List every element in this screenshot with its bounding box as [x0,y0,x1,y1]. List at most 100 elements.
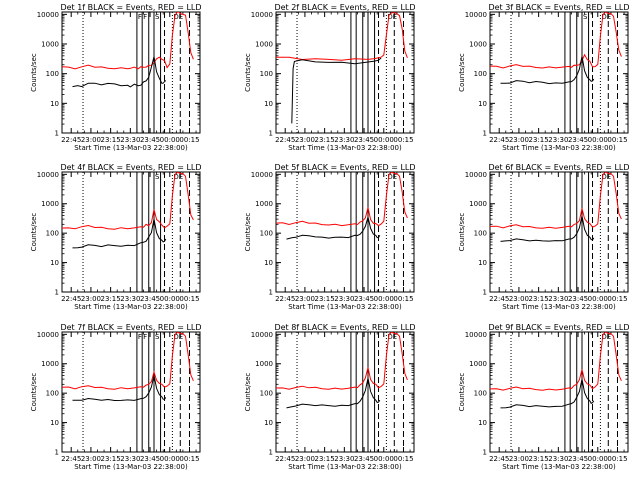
y-tick-label: 100 [46,70,59,78]
x-tick-label: 00:15 [607,136,627,144]
x-tick-label: 23:30 [334,295,354,303]
y-tick-label: 10000 [465,11,487,19]
x-tick-label: 23:15 [315,295,335,303]
y-tick-label: 100 [474,230,487,238]
chart-title: Det 5f BLACK = Events, RED = LLD [274,163,415,172]
series-line-lld [62,172,194,230]
chart-panel-9: Det 9f BLACK = Events, RED = LLD 1 10 100 10… [458,323,630,471]
x-tick-label: 22:45 [275,455,295,463]
series-line-events [286,378,381,409]
x-tick-label: 23:00 [295,455,315,463]
series-line-lld [276,12,408,61]
marker-lines [82,12,190,133]
y-tick-label: 1000 [41,41,59,49]
y-tick-label: 1000 [255,360,273,368]
x-tick-label: 23:15 [101,295,121,303]
x-tick-label: 23:45 [140,455,160,463]
marker-letter: E [393,13,397,21]
x-axis-label: Start Time (13-Mar-03 22:38:00) [502,144,616,152]
marker-letter: E [393,333,397,341]
y-tick-label: 10 [478,100,487,108]
plot-frame [489,171,629,293]
x-tick-label: 23:30 [548,455,568,463]
chart-panel-3: Det 3f BLACK = Events, RED = LLD 1 10 100 10… [458,3,630,152]
marker-lines [296,172,404,292]
x-tick-label: 23:15 [101,136,121,144]
series-group [490,12,622,85]
y-tick-label: 1 [483,130,487,138]
plot-frame [61,11,201,134]
chart-panel-7: Det 7f BLACK = Events, RED = LLD 1 10 100 10… [30,323,202,471]
x-tick-label: 22:45 [275,136,295,144]
y-tick-label: 10 [264,419,273,427]
x-tick-label: 23:15 [529,455,549,463]
y-tick-label: 1 [269,130,273,138]
series-line-lld [490,172,622,229]
plot-frame [275,331,415,453]
marker-lines [82,332,190,452]
x-tick-label: 23:45 [568,295,588,303]
x-tick-label: 00:00 [160,455,180,463]
series-line-events [72,56,167,88]
marker-letter: D [173,13,178,21]
chart-title: Det 6f BLACK = Events, RED = LLD [488,163,629,172]
y-axis-label: Counts/sec [458,53,466,92]
marker-lines [510,12,618,133]
marker-letter: D [387,13,392,21]
series-group [62,172,194,249]
y-tick-label: 1 [269,449,273,457]
y-axis-label: Counts/sec [30,53,38,92]
plot-frame [275,11,415,134]
x-tick-label: 00:15 [607,455,627,463]
x-tick-label: 23:45 [354,136,374,144]
x-tick-label: 00:15 [393,136,413,144]
y-tick-label: 1 [55,289,59,297]
y-tick-label: 10000 [37,171,59,179]
x-tick-label: 22:45 [61,136,81,144]
x-tick-label: 23:45 [568,455,588,463]
y-tick-label: 1000 [41,360,59,368]
y-tick-label: 100 [474,390,487,398]
y-tick-label: 10 [264,100,273,108]
y-tick-label: 10 [478,419,487,427]
series-line-lld [490,332,622,391]
chart-panel-4: Det 4f BLACK = Events, RED = LLD 1 10 100 10… [30,163,202,311]
chart-panel-8: Det 8f BLACK = Events, RED = LLD 1 10 100 10… [244,323,416,471]
y-axis-label: Counts/sec [30,373,38,412]
plot-frame [489,331,629,453]
y-tick-label: 1 [483,449,487,457]
y-tick-label: 1000 [255,41,273,49]
x-axis-label: Start Time (13-Mar-03 22:38:00) [74,463,188,471]
x-tick-label: 00:15 [607,295,627,303]
y-tick-label: 10000 [251,171,273,179]
marker-letter: E [607,333,611,341]
plot-frame [275,171,415,293]
y-tick-label: 100 [260,230,273,238]
chart-panel-5: Det 5f BLACK = Events, RED = LLD 1 10 100 10… [244,163,416,311]
x-tick-label: 00:15 [179,295,199,303]
x-axis-label: Start Time (13-Mar-03 22:38:00) [288,144,402,152]
x-tick-label: 22:45 [275,295,295,303]
plot-frame [61,171,201,293]
x-tick-label: 23:30 [120,295,140,303]
marker-letter: F [143,13,147,21]
series-group [276,12,408,124]
y-tick-label: 1000 [469,41,487,49]
x-axis-label: Start Time (13-Mar-03 22:38:00) [74,303,188,311]
x-tick-label: 23:45 [140,136,160,144]
plot-frame [489,11,629,134]
marker-letter: D [387,173,392,181]
x-tick-label: 00:00 [160,295,180,303]
y-axis-label: Counts/sec [458,373,466,412]
marker-letter: E [607,13,611,21]
marker-letter: S [155,333,160,341]
series-line-events [286,216,381,240]
x-tick-label: 23:15 [529,295,549,303]
x-tick-label: 23:30 [334,455,354,463]
x-tick-label: 00:00 [588,455,608,463]
series-group [490,172,622,242]
y-tick-label: 100 [46,230,59,238]
plot-frame [61,331,201,453]
marker-letter: S [155,13,160,21]
